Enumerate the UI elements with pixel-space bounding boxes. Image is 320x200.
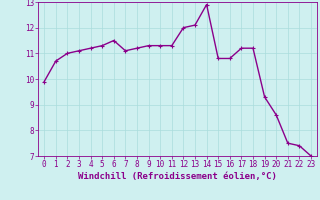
X-axis label: Windchill (Refroidissement éolien,°C): Windchill (Refroidissement éolien,°C) <box>78 172 277 181</box>
